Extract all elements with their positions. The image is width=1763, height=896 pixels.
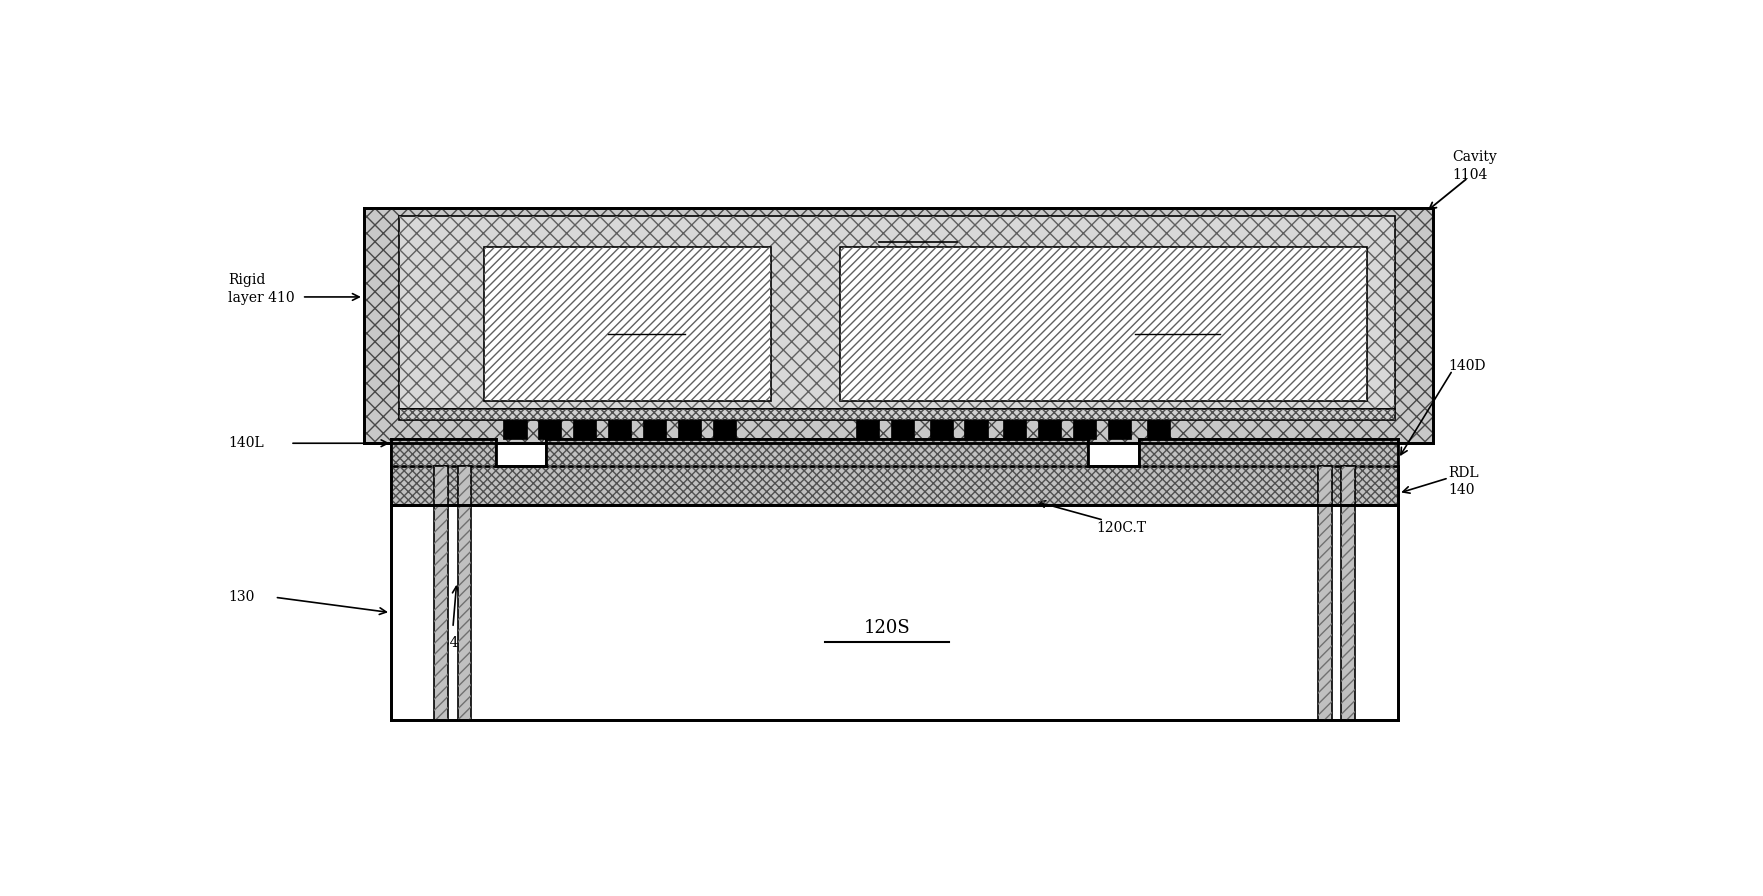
Bar: [398, 216, 1395, 409]
Text: IC 110: IC 110: [608, 317, 654, 331]
Bar: [391, 466, 1398, 504]
Text: Carrier wafer: Carrier wafer: [608, 227, 728, 244]
Bar: [841, 247, 1368, 401]
Bar: [1038, 420, 1061, 439]
Bar: [643, 420, 666, 439]
Bar: [712, 420, 735, 439]
Bar: [483, 247, 770, 401]
Bar: [458, 466, 471, 720]
Bar: [434, 466, 448, 720]
Text: 140D: 140D: [1449, 359, 1486, 374]
Text: 140L: 140L: [227, 436, 264, 450]
Text: 160: 160: [1259, 220, 1294, 237]
Text: RDL
140: RDL 140: [1449, 466, 1479, 497]
Bar: [964, 420, 987, 439]
Bar: [434, 466, 448, 720]
Bar: [1107, 420, 1132, 439]
Bar: [363, 209, 1433, 444]
Text: 126: 126: [411, 353, 448, 371]
Text: Encapsulant: Encapsulant: [964, 220, 1086, 237]
Bar: [502, 420, 527, 439]
Bar: [573, 420, 596, 439]
Bar: [1139, 439, 1398, 466]
Bar: [1317, 466, 1331, 720]
Bar: [391, 504, 1398, 720]
Text: 210: 210: [880, 227, 911, 244]
Text: 110C: 110C: [855, 317, 890, 331]
Bar: [547, 439, 1088, 466]
Text: IC 110: IC 110: [1135, 317, 1181, 331]
Bar: [398, 409, 1395, 420]
Bar: [391, 439, 495, 466]
Bar: [890, 420, 913, 439]
Bar: [547, 439, 1088, 466]
Text: 120C.T: 120C.T: [1097, 521, 1146, 535]
Bar: [1139, 439, 1398, 466]
Bar: [391, 466, 1398, 504]
Bar: [391, 439, 495, 466]
Text: Rigid
layer 410: Rigid layer 410: [227, 273, 294, 306]
Bar: [677, 420, 702, 439]
Bar: [398, 216, 1395, 409]
Bar: [608, 420, 631, 439]
Bar: [1146, 420, 1169, 439]
Bar: [1342, 466, 1356, 720]
Text: 120S: 120S: [864, 619, 910, 637]
Bar: [398, 409, 1395, 420]
Bar: [1074, 420, 1097, 439]
Text: 130: 130: [227, 590, 254, 604]
Bar: [458, 466, 471, 720]
Bar: [1342, 466, 1356, 720]
Bar: [483, 247, 770, 401]
Bar: [1317, 466, 1331, 720]
Bar: [1003, 420, 1026, 439]
Bar: [363, 209, 1433, 444]
Text: 110C: 110C: [492, 317, 525, 331]
Bar: [929, 420, 952, 439]
Bar: [841, 247, 1368, 401]
Bar: [855, 420, 880, 439]
Text: Cavity
1104: Cavity 1104: [1453, 150, 1497, 182]
Text: 134: 134: [432, 636, 458, 650]
Bar: [538, 420, 561, 439]
